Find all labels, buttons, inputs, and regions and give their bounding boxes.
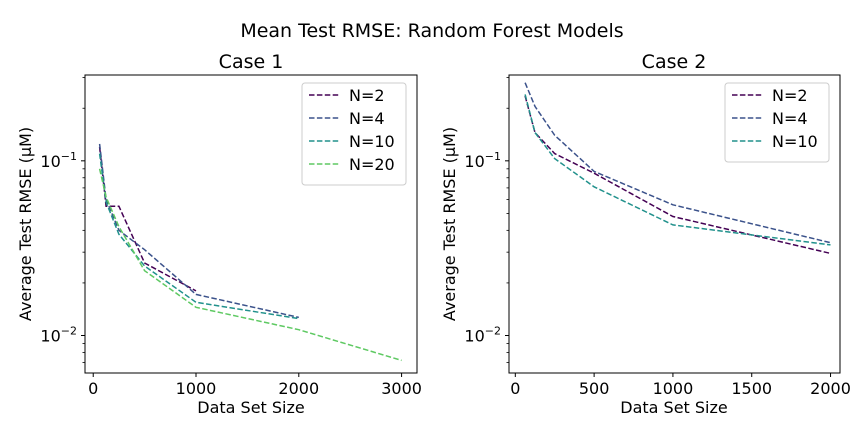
legend: N=2 N=4 N=10 [724, 82, 830, 163]
legend: N=2 N=4 N=10 N=20 [301, 82, 407, 186]
y-tick-label: 10−2 [464, 325, 501, 346]
series-line-n-2 [524, 95, 831, 255]
x-axis-label: Data Set Size [197, 398, 305, 417]
x-tick-label: 3000 [381, 379, 422, 398]
legend-label: N=4 [349, 109, 385, 128]
x-axis-label: Data Set Size [620, 398, 728, 417]
plot-frame [84, 74, 418, 374]
series-line-n-10 [98, 153, 299, 320]
series-line-n-10 [524, 94, 831, 246]
series-line-n-4 [524, 82, 831, 244]
x-tick-label: 500 [579, 379, 610, 398]
chart-title: Case 1 [219, 51, 284, 73]
x-tick-label: 0 [88, 379, 98, 398]
y-tick-label: 10−1 [464, 150, 501, 171]
y-tick-label: 10−2 [40, 325, 77, 346]
plot-frame [508, 74, 841, 374]
series-line-n-20 [98, 168, 402, 362]
x-tick-label: 2000 [810, 379, 851, 398]
series-line-n-2 [98, 146, 197, 292]
chart-title: Case 2 [642, 51, 707, 73]
x-tick-label: 1000 [176, 379, 217, 398]
x-tick-label: 2000 [278, 379, 319, 398]
legend-box [301, 82, 407, 186]
legend-box [724, 82, 830, 163]
x-tick-label: 1500 [731, 379, 772, 398]
series-line-n-4 [98, 143, 299, 319]
y-tick-label: 10−1 [40, 150, 77, 171]
figure-title: Mean Test RMSE: Random Forest Models [240, 20, 623, 42]
x-tick-label: 0 [510, 379, 520, 398]
chart-panel-case-2: Case 2 Data Set Size Average Test RMSE (… [440, 51, 851, 417]
legend-label: N=10 [349, 132, 395, 151]
legend-label: N=4 [772, 109, 808, 128]
legend-label: N=20 [349, 155, 395, 174]
legend-label: N=2 [349, 86, 385, 105]
y-axis-label: Average Test RMSE (μM) [16, 127, 35, 321]
legend-label: N=10 [772, 132, 818, 151]
chart-panel-case-1: Case 1 Data Set Size Average Test RMSE (… [16, 51, 422, 417]
legend-label: N=2 [772, 86, 808, 105]
x-tick-label: 1000 [653, 379, 694, 398]
y-axis-label: Average Test RMSE (μM) [440, 127, 459, 321]
